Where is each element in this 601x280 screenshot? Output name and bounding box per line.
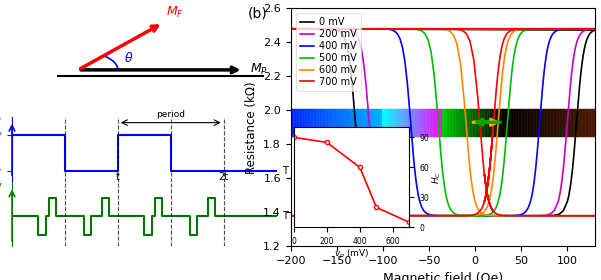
Line: 400 mV: 400 mV (291, 29, 595, 216)
700 mV (342, 214, 349, 218)
700 mV (287, 27, 294, 31)
600 mV (287, 214, 294, 218)
Text: T: T (282, 211, 288, 221)
Text: T: T (282, 166, 288, 176)
0 mV (287, 214, 294, 218)
200 mV (590, 27, 597, 31)
500 mV (588, 27, 595, 31)
Text: $M_F$: $M_F$ (166, 4, 185, 20)
400 mV (529, 214, 537, 218)
X-axis label: Magnetic field (Oe): Magnetic field (Oe) (383, 272, 503, 280)
Text: $\theta$: $\theta$ (0, 115, 1, 127)
200 mV (584, 214, 591, 218)
500 mV (498, 214, 505, 218)
600 mV (591, 214, 599, 218)
700 mV (548, 27, 555, 31)
Text: (b): (b) (248, 6, 268, 20)
400 mV (287, 214, 294, 218)
500 mV (330, 214, 337, 218)
600 mV (550, 27, 557, 31)
500 mV (563, 214, 570, 218)
200 mV (557, 214, 564, 218)
200 mV (591, 214, 599, 218)
0 mV (591, 214, 599, 218)
200 mV (287, 27, 294, 31)
700 mV (591, 214, 599, 218)
200 mV (287, 214, 294, 218)
0 mV (567, 214, 574, 218)
600 mV (338, 214, 345, 218)
Line: 700 mV: 700 mV (291, 29, 595, 216)
500 mV (591, 214, 599, 218)
500 mV (287, 214, 294, 218)
600 mV (287, 27, 294, 31)
400 mV (532, 171, 539, 174)
Text: t: t (116, 172, 120, 182)
500 mV (499, 171, 507, 174)
Line: 600 mV: 600 mV (291, 29, 595, 216)
500 mV (554, 27, 561, 31)
400 mV (590, 27, 597, 31)
Text: $M_P$: $M_P$ (250, 62, 268, 78)
600 mV (588, 27, 595, 31)
700 mV (558, 214, 565, 218)
0 mV (591, 29, 598, 32)
Line: 200 mV: 200 mV (291, 29, 595, 216)
0 mV (587, 214, 594, 218)
Line: 0 mV: 0 mV (291, 29, 595, 216)
200 mV (560, 171, 567, 174)
0 mV (306, 214, 313, 218)
Text: $\theta$: $\theta$ (124, 51, 133, 65)
200 mV (310, 214, 317, 218)
Text: V: V (0, 183, 1, 193)
200 mV (581, 29, 588, 32)
700 mV (287, 214, 294, 218)
0 mV (569, 171, 576, 174)
400 mV (322, 214, 329, 218)
700 mV (484, 192, 491, 196)
400 mV (574, 214, 581, 218)
700 mV (486, 171, 493, 174)
700 mV (587, 27, 594, 31)
Line: 500 mV: 500 mV (291, 29, 595, 216)
600 mV (488, 214, 495, 217)
600 mV (560, 214, 567, 218)
Legend: 0 mV, 200 mV, 400 mV, 500 mV, 600 mV, 700 mV: 0 mV, 200 mV, 400 mV, 500 mV, 600 mV, 70… (296, 13, 361, 91)
Y-axis label: Resistance (kΩ): Resistance (kΩ) (245, 81, 258, 174)
600 mV (490, 171, 498, 174)
500 mV (287, 27, 294, 31)
0 mV (287, 27, 294, 31)
400 mV (287, 27, 294, 31)
Text: period: period (156, 110, 185, 119)
400 mV (569, 27, 576, 31)
0 mV (585, 34, 593, 37)
400 mV (591, 214, 599, 218)
Text: 2t: 2t (219, 172, 229, 182)
